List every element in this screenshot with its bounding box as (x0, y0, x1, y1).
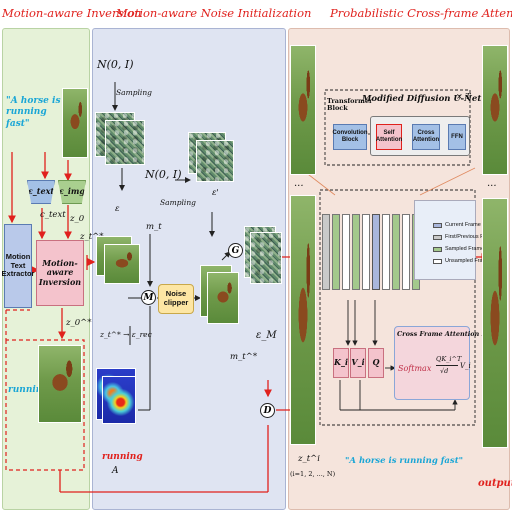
sampling-top-label: Sampling (116, 88, 152, 97)
legend-swatch (433, 259, 442, 264)
legend-current-frame: Current Frame (433, 222, 481, 228)
legend-swatch (433, 247, 442, 252)
text-encoder: ε_text (27, 180, 55, 204)
normal-dist-mid: N(0, I) (145, 168, 182, 181)
op-M-circle: M (141, 290, 156, 305)
normal-dist-top: N(0, I) (97, 58, 134, 71)
frame-range-label: (i=1, 2, ..., N) (290, 470, 335, 478)
inversion-prompt: "A horse is running fast" (6, 96, 66, 130)
noise-clipper-block: Noise clipper (158, 284, 194, 314)
image-encoder: ε_img (58, 180, 86, 204)
legend-label: Current Frame (445, 222, 481, 228)
motion-aware-inversion-block: Motion-aware Inversion (36, 240, 84, 306)
attention-prompt: "A horse is running fast" (345, 456, 463, 466)
noise-epsilon-frame (105, 120, 145, 165)
output-label: output (478, 478, 512, 489)
value-block: V_i (350, 348, 366, 378)
formula-numerator: QK_i^T (436, 355, 461, 363)
attention-map-A-label: A (112, 466, 119, 476)
epsilon-prime-label: ε' (212, 188, 219, 198)
formula-denominator: √d (440, 367, 448, 375)
masked-noise-frame (207, 272, 239, 324)
query-block: Q (368, 348, 384, 378)
z0-label: z_0 (70, 214, 84, 224)
transformer-block-label: Transformer Block (327, 98, 355, 112)
formula-fraction-bar (436, 365, 458, 366)
formula-value: V_i (460, 362, 471, 370)
latent-zt-frame (104, 244, 140, 284)
image-encoder-label: ε_img (59, 187, 85, 196)
running-label-red: running (102, 452, 143, 462)
frame-legend (414, 200, 476, 280)
output-frames-bottom (482, 198, 508, 448)
text-encoder-label: ε_text (28, 187, 54, 196)
epsilon-m-label: ε_M (256, 330, 277, 341)
key-block: K_i (333, 348, 349, 378)
output-dots-label: ... (487, 178, 497, 189)
legend-label: Sampled Frame (445, 246, 484, 252)
input-horse-image (62, 88, 88, 158)
epsilon-label: ε (115, 204, 120, 214)
noise-epsilon-prime-frame (196, 140, 234, 182)
input-frames-bottom (290, 195, 316, 445)
z0-star-label: z_0^* (66, 318, 92, 328)
zt-to-eps-rec-label: z_t^* → ε_rec (100, 330, 152, 339)
op-G-circle: G (228, 243, 243, 258)
mt-label: m_t (146, 222, 162, 232)
cross-attention-block: Cross Attention (412, 124, 440, 150)
legend-swatch (433, 223, 442, 228)
input-dots-label: ... (294, 178, 304, 189)
input-frames-top (290, 45, 316, 175)
fused-noise-frame (250, 232, 282, 284)
running-horse-image (38, 345, 82, 423)
legend-swatch (433, 235, 442, 240)
convolution-block: Convolution Block (333, 124, 367, 150)
self-attention-block: Self Attention (376, 124, 402, 150)
sampling-mid-label: Sampling (160, 198, 196, 207)
c-text-label: c_text (40, 210, 66, 220)
ffn-block: FFN (448, 124, 466, 150)
zt-i-label: z_t^i (298, 454, 320, 464)
legend-sampled-frame: Sampled Frame (433, 246, 484, 252)
mt-star-label: m_t^* (230, 352, 257, 362)
times-T-label: × T (456, 92, 471, 101)
softmax-label: Softmax (398, 364, 431, 373)
attention-heatmap-frame (102, 376, 136, 424)
op-D-circle: D (260, 403, 275, 418)
motion-text-extractor: Motion Text Extractor (4, 224, 32, 308)
output-frames-top (482, 45, 508, 175)
